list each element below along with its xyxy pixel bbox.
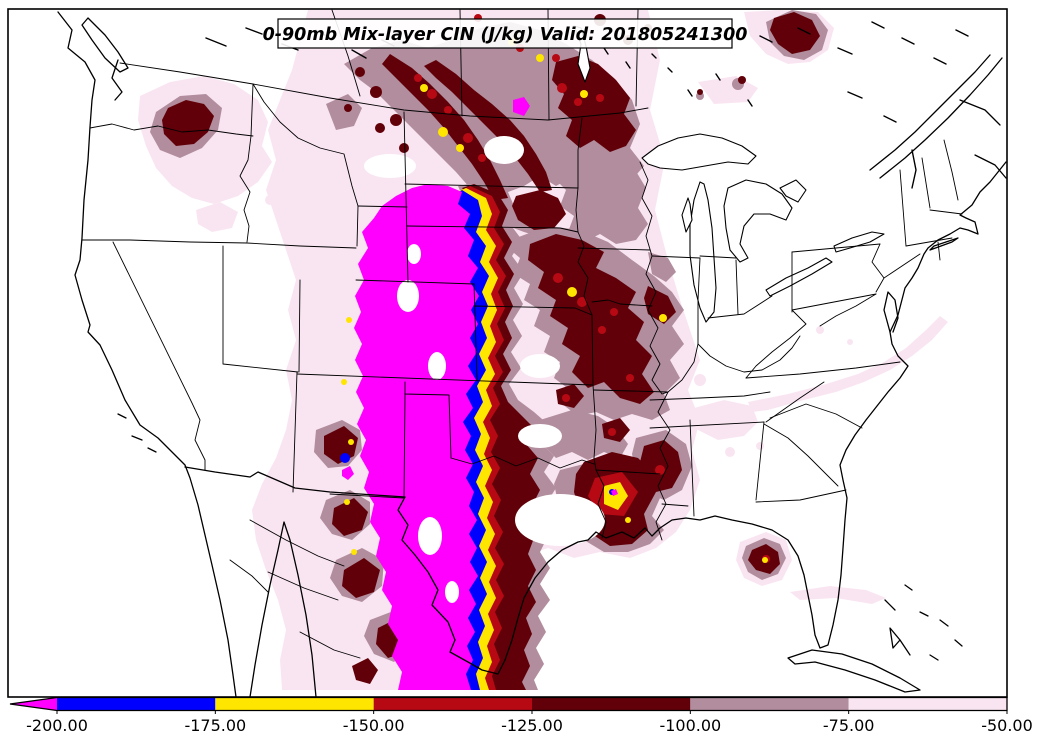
contour-fill-magenta [342,97,618,690]
colorbar-tick-label: -175.00 [184,716,246,735]
great-lakes [573,25,885,323]
colorbar-segment [215,697,374,711]
title-box: 0-90mb Mix-layer CIN (J/kg) Valid: 20180… [263,18,748,49]
colorbar-segment [57,697,216,711]
coastline [57,11,1007,697]
colorbar-tick-label: -150.00 [343,716,405,735]
canada-river-marks [205,21,969,189]
colorbar-tick-label: -100.00 [659,716,721,735]
state-borders [81,9,963,659]
colorbar: -200.00 -175.00 -150.00 -125.00 -100.00 -75.0… [9,696,1033,735]
colorbar-tick-label: -200.00 [26,716,88,735]
colorbar-outline [9,696,1008,712]
colorbar-tick-label: -75.00 [823,716,875,735]
colorbar-segment [532,697,691,711]
colorbar-segment [848,697,1007,711]
contour-holes-white [364,136,605,603]
colorbar-segment [373,697,532,711]
colorbar-tick-label: -125.00 [501,716,563,735]
colorbar-segment [690,697,849,711]
colorbar-extend-arrow [10,697,57,711]
map-title: 0-90mb Mix-layer CIN (J/kg) Valid: 20180… [263,25,748,45]
colorbar-tick-label: -50.00 [981,716,1033,735]
